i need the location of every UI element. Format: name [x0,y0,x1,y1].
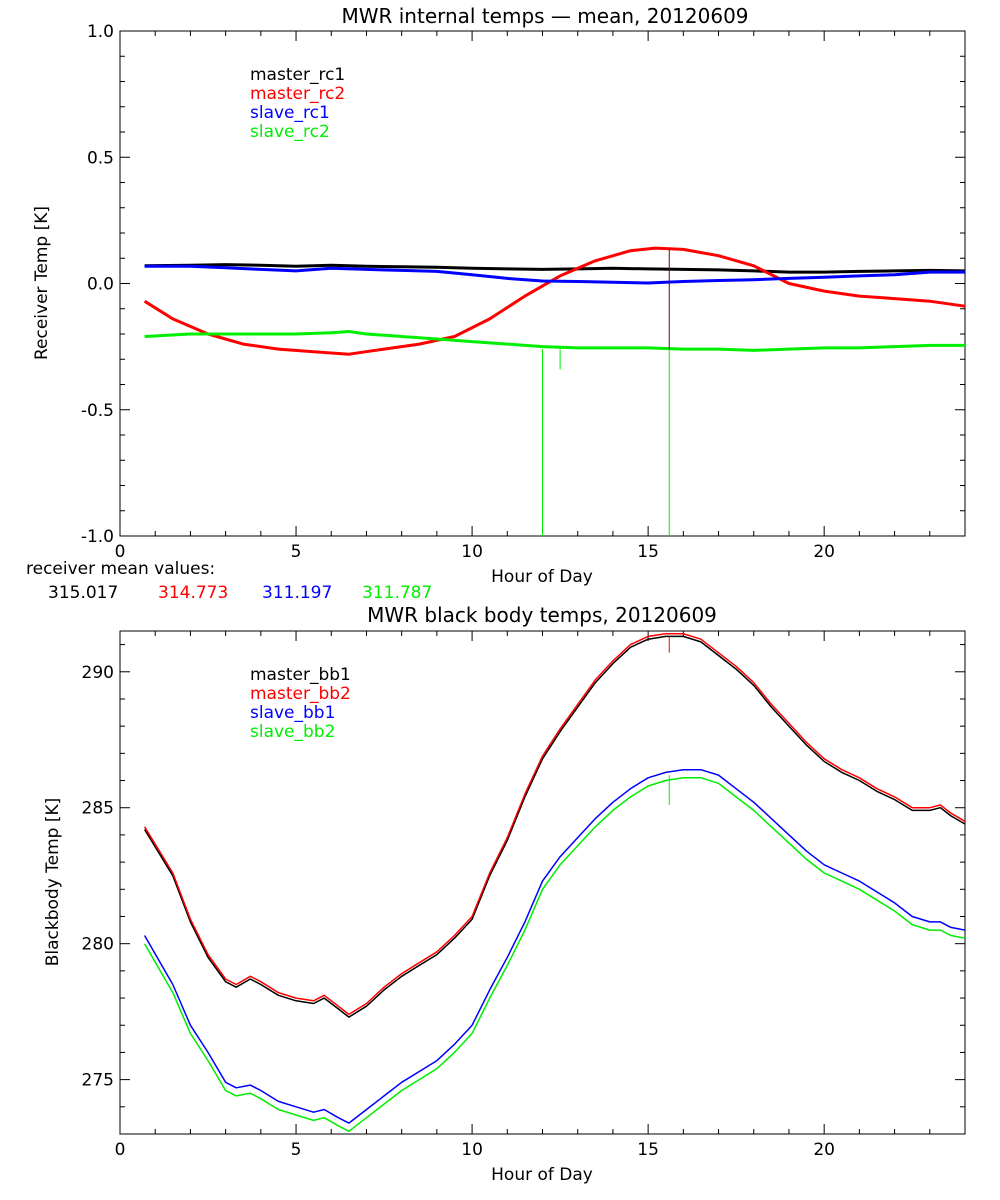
receiver-mean-values: 315.017 314.773 311.197 311.787 [48,583,432,603]
y-axis-label: Blackbody Temp [K] [43,798,63,967]
series-line-slave_rc1 [144,264,965,285]
y-tick-label: -0.5 [81,401,114,421]
receiver-mean-label: receiver mean values: [26,559,215,579]
legend-entry-master_rc1: master_rc1 [250,65,345,85]
legend-entry-slave_bb2: slave_bb2 [250,722,335,742]
y-tick-label: 290 [82,663,114,683]
legend-entry-master_bb2: master_bb2 [250,684,351,704]
x-tick-label: 10 [461,1140,483,1160]
chart-title: MWR black body temps, 20120609 [367,603,717,627]
x-tick-label: 0 [115,1140,126,1160]
chart-title: MWR internal temps — mean, 20120609 [341,4,748,28]
series-line-slave_bb1 [143,768,966,1124]
axis-ticks: 0 5 10 15 20 275 280 285 290 [82,631,966,1160]
receiver-mean-value: 311.197 [262,583,332,603]
receiver-mean-value: 314.773 [158,583,228,603]
axis-ticks: 0 5 10 15 20 -1.0 -0.5 0.0 0.5 1.0 [81,22,966,562]
series-line-master_rc1 [144,263,966,274]
x-tick-label: 20 [813,1140,835,1160]
x-tick-label: 15 [637,542,659,562]
x-tick-label: 0 [115,542,126,562]
y-tick-label: 0.0 [87,275,114,295]
y-tick-label: 275 [82,1071,114,1091]
x-tick-label: 15 [637,1140,659,1160]
series-line-slave_rc2 [144,330,965,352]
x-axis-label: Hour of Day [491,567,593,587]
y-tick-label: 280 [82,935,114,955]
legend-entry-slave_rc2: slave_rc2 [250,122,330,142]
series-line-master_rc2 [143,246,966,356]
series-lines [143,632,966,1133]
y-tick-label: -1.0 [81,527,114,547]
internal-temps-chart: MWR internal temps — mean, 20120609 0 5 10… [32,4,966,587]
x-tick-label: 5 [291,542,302,562]
receiver-mean-value: 311.787 [362,583,432,603]
legend-entry-master_rc2: master_rc2 [250,84,345,104]
y-tick-label: 1.0 [87,22,114,42]
series-line-slave_bb2 [143,777,966,1133]
series-line-master_bb2 [143,632,966,1016]
x-tick-label: 10 [461,542,483,562]
y-tick-label: 285 [82,799,114,819]
legend-entry-master_bb1: master_bb1 [250,665,351,685]
blackbody-temps-chart: MWR black body temps, 20120609 0 5 10 15 20 2… [43,603,966,1185]
y-tick-label: 0.5 [87,148,114,168]
receiver-mean-value: 315.017 [48,583,118,603]
legend-entry-slave_bb1: slave_bb1 [250,703,335,723]
series-lines [143,246,966,536]
series-line-master_bb1 [143,635,966,1018]
x-tick-label: 20 [813,542,835,562]
legend-entry-slave_rc1: slave_rc1 [250,103,330,123]
x-axis-label: Hour of Day [491,1165,593,1185]
y-axis-label: Receiver Temp [K] [32,206,52,360]
x-tick-label: 5 [291,1140,302,1160]
